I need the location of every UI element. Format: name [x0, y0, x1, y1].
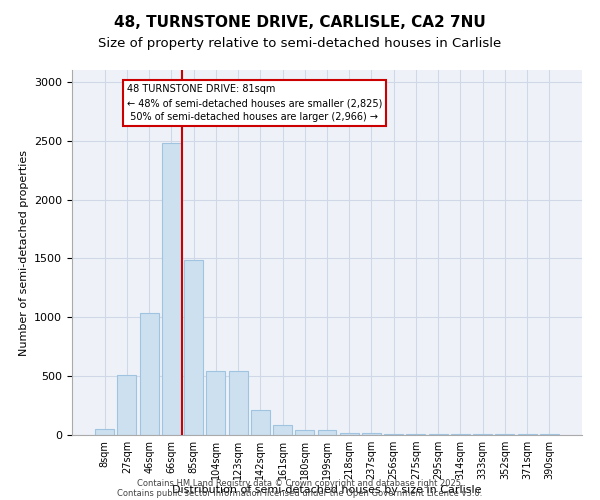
Bar	[95, 428, 114, 435]
Bar	[251, 410, 270, 435]
Bar	[140, 312, 158, 435]
Bar	[340, 433, 359, 435]
Bar	[429, 434, 448, 435]
Text: Contains public sector information licensed under the Open Government Licence v3: Contains public sector information licen…	[118, 488, 482, 498]
Bar	[273, 425, 292, 435]
Bar	[118, 375, 136, 435]
Bar	[229, 371, 248, 435]
Bar	[384, 434, 403, 435]
X-axis label: Distribution of semi-detached houses by size in Carlisle: Distribution of semi-detached houses by …	[172, 485, 482, 495]
Bar	[162, 143, 181, 435]
Text: 48, TURNSTONE DRIVE, CARLISLE, CA2 7NU: 48, TURNSTONE DRIVE, CARLISLE, CA2 7NU	[114, 15, 486, 30]
Bar	[206, 371, 225, 435]
Text: 48 TURNSTONE DRIVE: 81sqm
← 48% of semi-detached houses are smaller (2,825)
 50%: 48 TURNSTONE DRIVE: 81sqm ← 48% of semi-…	[127, 84, 382, 122]
Bar	[496, 434, 514, 435]
Text: Contains HM Land Registry data © Crown copyright and database right 2025.: Contains HM Land Registry data © Crown c…	[137, 478, 463, 488]
Bar	[540, 434, 559, 435]
Bar	[473, 434, 492, 435]
Bar	[317, 430, 337, 435]
Bar	[184, 260, 203, 435]
Bar	[451, 434, 470, 435]
Bar	[362, 433, 381, 435]
Bar	[518, 434, 536, 435]
Bar	[295, 430, 314, 435]
Y-axis label: Number of semi-detached properties: Number of semi-detached properties	[19, 150, 29, 356]
Bar	[406, 434, 425, 435]
Text: Size of property relative to semi-detached houses in Carlisle: Size of property relative to semi-detach…	[98, 38, 502, 51]
